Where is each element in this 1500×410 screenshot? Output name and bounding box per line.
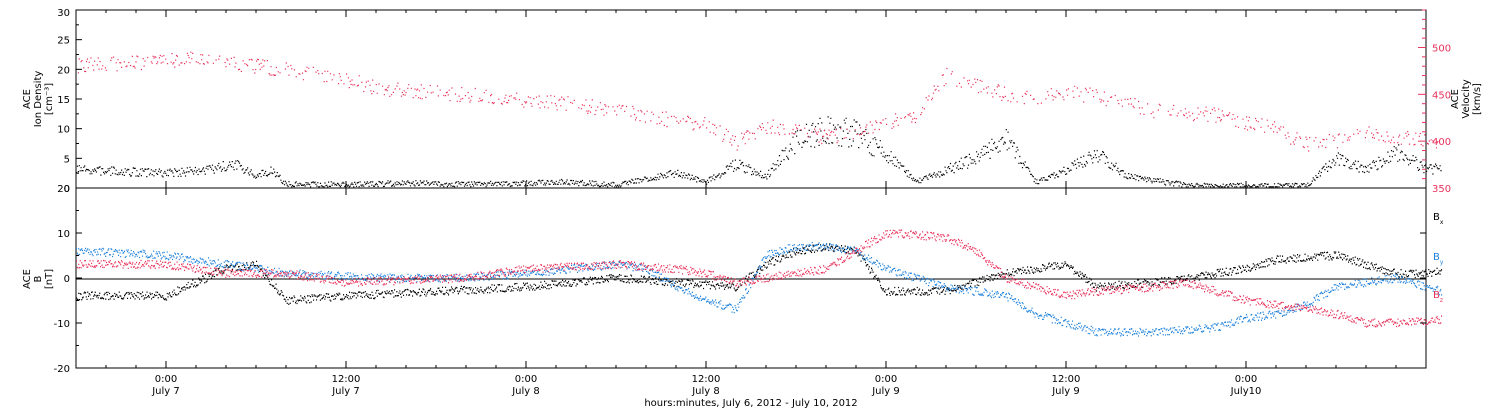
bottom-panel: -20 -10 0 10 20 Bx By Bz ACE B [nT] [22,184,1444,375]
top-panel-frame [75,9,1427,189]
day-tick-label: July10 [1230,386,1262,397]
density-tick-label: 5 [64,154,70,165]
day-tick-label: July 7 [331,386,360,397]
density-axis: 0 5 10 15 20 25 30 [57,8,82,195]
density-tick-label: 20 [57,65,70,76]
time-tick-label: 0:00 [1235,374,1257,385]
density-tick-label: 30 [57,8,70,19]
top-panel: 0 5 10 15 20 25 30 350 400 450 500 ACE Ion Densit… [22,8,1483,195]
density-series [76,116,1442,188]
day-tick-label: July 8 [691,386,720,397]
velocity-axis-title-line2: Velocity [1461,79,1472,118]
velocity-axis-title-line1: ACE [1450,89,1461,109]
time-tick-label: 12:00 [332,374,361,385]
legend-by: By [1433,252,1444,266]
density-axis-title-line1: ACE [22,89,33,109]
velocity-tick-label: 350 [1432,184,1451,195]
bottom-panel-frame [75,187,1427,369]
field-axis-title-line1: ACE [22,269,33,289]
field-axis: -20 -10 0 10 20 [54,184,1426,375]
density-tick-label: 15 [57,95,70,106]
field-axis-title-line2: B [33,275,44,282]
series-by-points [76,241,1443,337]
density-points [76,116,1442,188]
field-tick-label: 20 [57,184,70,195]
velocity-series [77,51,1440,152]
time-axis-title: hours:minutes, July 6, 2012 - July 10, 2… [644,398,857,409]
legend-bx: Bx [1433,212,1444,226]
series-bx-points [76,243,1443,305]
time-tick-label: 12:00 [1052,374,1081,385]
time-tick-label: 0:00 [875,374,897,385]
field-tick-label: -10 [54,319,70,330]
density-axis-title-line2: Ion Density [33,71,44,128]
magnetic-field-series [76,229,1443,337]
velocity-points [77,51,1440,152]
day-tick-label: July 9 [871,386,900,397]
time-tick-label: 12:00 [692,374,721,385]
day-tick-label: July 8 [511,386,540,397]
velocity-tick-label: 500 [1432,43,1451,54]
legend-bz: Bz [1433,290,1443,304]
density-axis-title-line3: [cm⁻³] [44,83,55,115]
velocity-axis-title-line3: [km/s] [1472,83,1483,115]
field-axis-title-line3: [nT] [44,269,55,289]
time-tick-label: 0:00 [515,374,537,385]
density-tick-label: 25 [57,36,70,47]
density-tick-label: 0 [64,184,70,195]
density-tick-label: 10 [57,125,70,136]
day-tick-label: July 7 [151,386,180,397]
field-tick-label: 10 [57,229,70,240]
field-legend: Bx By Bz [1433,212,1444,304]
velocity-tick-label: 400 [1432,137,1451,148]
field-tick-label: -20 [54,364,70,375]
time-tick-label: 0:00 [155,374,177,385]
velocity-tick-label: 450 [1432,90,1451,101]
day-tick-label: July 9 [1051,386,1080,397]
series-bz-points [76,229,1443,328]
field-tick-label: 0 [64,274,70,285]
